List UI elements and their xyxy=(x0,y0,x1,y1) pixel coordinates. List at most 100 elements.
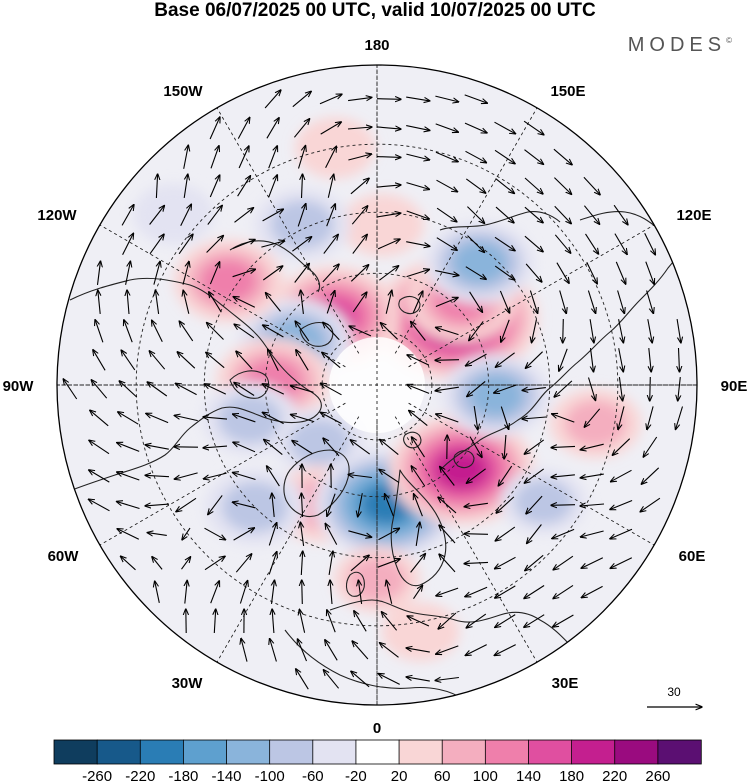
wind-arrow xyxy=(551,505,576,506)
wind-arrow xyxy=(650,376,651,401)
wind-arrow xyxy=(323,234,338,254)
wind-arrow xyxy=(93,350,106,371)
wind-arrow xyxy=(591,348,594,372)
meridian--150 xyxy=(216,107,360,354)
colorbar-swatch xyxy=(528,739,573,765)
wind-arrow xyxy=(501,319,510,342)
colorbar-swatch xyxy=(355,739,400,765)
wind-arrow xyxy=(350,178,369,195)
wind-arrow xyxy=(152,320,163,343)
wind-arrow xyxy=(327,610,336,633)
meridian--120 xyxy=(99,224,346,368)
colorbar-tick-label: -60 xyxy=(302,768,324,783)
wind-arrow xyxy=(204,527,226,540)
wind-arrow xyxy=(264,90,281,109)
wind-arrow xyxy=(183,290,190,314)
wind-arrow xyxy=(525,554,544,570)
wind-arrow xyxy=(580,530,604,537)
wind-arrow xyxy=(618,406,625,429)
wind-arrow xyxy=(241,638,248,662)
map-title: Base 06/07/2025 00 UTC, valid 10/07/2025… xyxy=(154,0,596,21)
wind-arrow xyxy=(610,557,633,569)
wind-arrow xyxy=(464,502,488,506)
wind-arrow xyxy=(214,609,215,634)
wind-arrow xyxy=(206,352,225,369)
wind-arrow xyxy=(406,153,429,160)
wind-arrow xyxy=(581,585,603,597)
wind-arrow xyxy=(524,206,543,223)
wind-arrow xyxy=(349,326,372,337)
wind-arrow xyxy=(149,206,165,225)
graticule xyxy=(57,65,697,705)
wind-arrow xyxy=(436,414,459,423)
wind-arrow xyxy=(467,380,486,396)
wind-arrow xyxy=(297,146,306,169)
wind-arrow xyxy=(435,151,458,161)
wind-arrow xyxy=(407,616,430,627)
wind-arrow xyxy=(644,232,656,255)
wind-arrow xyxy=(149,351,166,370)
colorbar-swatch xyxy=(182,739,228,765)
wind-arrow xyxy=(465,178,485,193)
wind-arrow xyxy=(436,207,457,222)
wind-arrow xyxy=(147,533,167,536)
wind-arrow xyxy=(435,678,459,681)
wind-arrow xyxy=(350,440,371,455)
wind-arrow xyxy=(121,556,136,571)
wind-arrow xyxy=(262,412,284,425)
wind-arrow xyxy=(174,415,198,422)
wind-arrow xyxy=(407,355,430,366)
wind-arrow xyxy=(322,352,341,369)
wind-arrow xyxy=(473,406,478,430)
wind-arrow xyxy=(494,121,516,134)
wind-arrow xyxy=(268,552,277,575)
wind-arrow xyxy=(262,209,284,222)
wind-arrow xyxy=(589,319,594,343)
meridian--30 xyxy=(216,416,360,663)
new-siberian-islands xyxy=(398,295,421,315)
copyright-mark: © xyxy=(726,36,732,45)
wind-arrow xyxy=(268,146,278,169)
wind-arrow xyxy=(527,524,542,544)
wind-arrow xyxy=(127,290,129,315)
wind-arrow xyxy=(204,556,225,571)
wind-arrow xyxy=(328,551,333,575)
wind-arrow xyxy=(406,210,430,219)
anomaly-pacific-low-level-1 xyxy=(270,200,335,249)
wind-arrow xyxy=(145,504,170,506)
wind-arrow xyxy=(348,475,372,478)
eurasia-coast xyxy=(439,245,691,471)
wind-arrow xyxy=(524,235,543,252)
colorbar-tick-label: 60 xyxy=(434,768,451,783)
wind-arrow xyxy=(556,262,569,284)
wind-arrow xyxy=(233,442,256,453)
wind-arrow xyxy=(378,528,400,541)
wind-arrow xyxy=(465,586,488,596)
africa-coast xyxy=(284,629,466,701)
wind-arrow xyxy=(438,497,457,514)
wind-arrow xyxy=(585,233,599,254)
anomaly-russia-high-level-4 xyxy=(436,450,487,489)
wind-arrow xyxy=(300,522,303,546)
wind-arrow xyxy=(615,261,625,284)
wind-arrow xyxy=(440,467,455,486)
map-boundary xyxy=(56,64,698,706)
lon-label-150w: 150W xyxy=(163,83,203,100)
wind-arrow xyxy=(611,469,632,481)
wind-arrow xyxy=(146,413,169,424)
wind-arrow xyxy=(610,528,633,539)
wind-arrow xyxy=(268,349,279,372)
greenland-coast xyxy=(283,449,350,518)
anomaly-caspian-low-level-1 xyxy=(514,479,573,524)
wind-arrow xyxy=(439,554,456,573)
wind-arrow xyxy=(414,494,423,517)
wind-arrow xyxy=(183,145,189,169)
wind-arrow xyxy=(504,434,506,459)
wind-arrow xyxy=(347,127,372,129)
wind-arrow xyxy=(209,175,219,198)
wind-arrow xyxy=(118,412,139,425)
wind-arrow xyxy=(351,671,370,688)
wind-arrow xyxy=(210,581,220,604)
wind-arrow xyxy=(467,206,484,224)
